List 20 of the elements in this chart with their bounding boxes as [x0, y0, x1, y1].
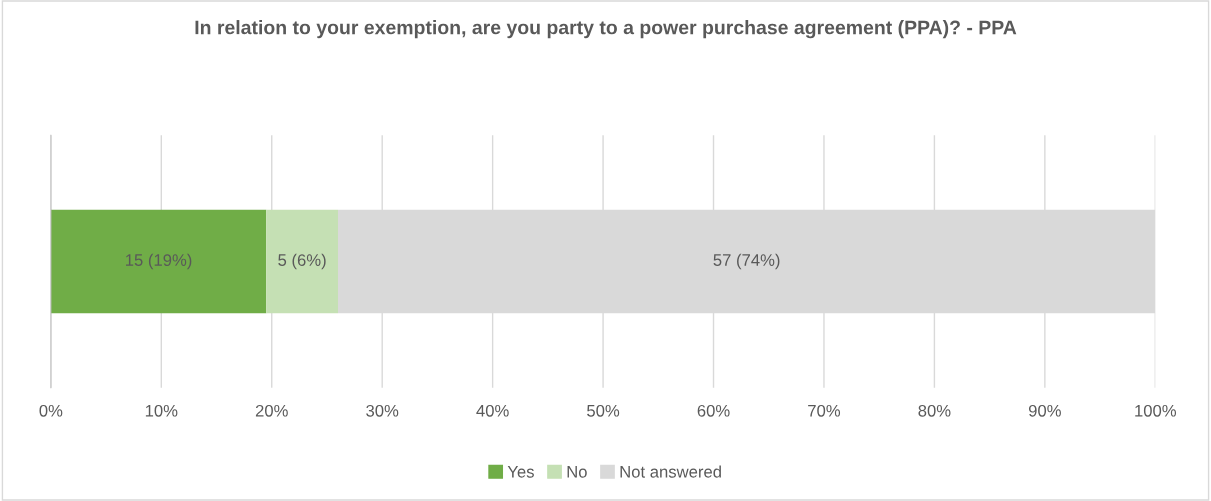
x-tick-label: 0%: [39, 404, 63, 417]
x-tick-label: 60%: [697, 404, 730, 417]
legend-label: Yes: [507, 466, 534, 478]
x-tick-label: 30%: [366, 404, 399, 417]
data-label: 57 (74%): [713, 253, 780, 270]
x-tick-label: 10%: [145, 404, 178, 417]
data-label: 5 (6%): [278, 253, 326, 270]
x-tick-label: 40%: [476, 404, 509, 417]
legend-label: No: [567, 466, 587, 478]
x-tick-label: 90%: [1028, 404, 1061, 417]
chart-title: In relation to your exemption, are you party to a power purchase agreement (PPA)? - PPA: [195, 20, 1017, 39]
x-tick-label: 20%: [255, 404, 288, 417]
x-tick-label: 100%: [1135, 404, 1177, 417]
x-tick-label: 70%: [808, 404, 841, 417]
bar: [50, 209, 267, 314]
x-tick-label: 50%: [587, 404, 620, 417]
data-label: 15 (19%): [126, 253, 192, 270]
legend-label: Not answered: [620, 465, 721, 478]
x-tick-label: 80%: [918, 404, 951, 417]
bar: [266, 209, 339, 314]
